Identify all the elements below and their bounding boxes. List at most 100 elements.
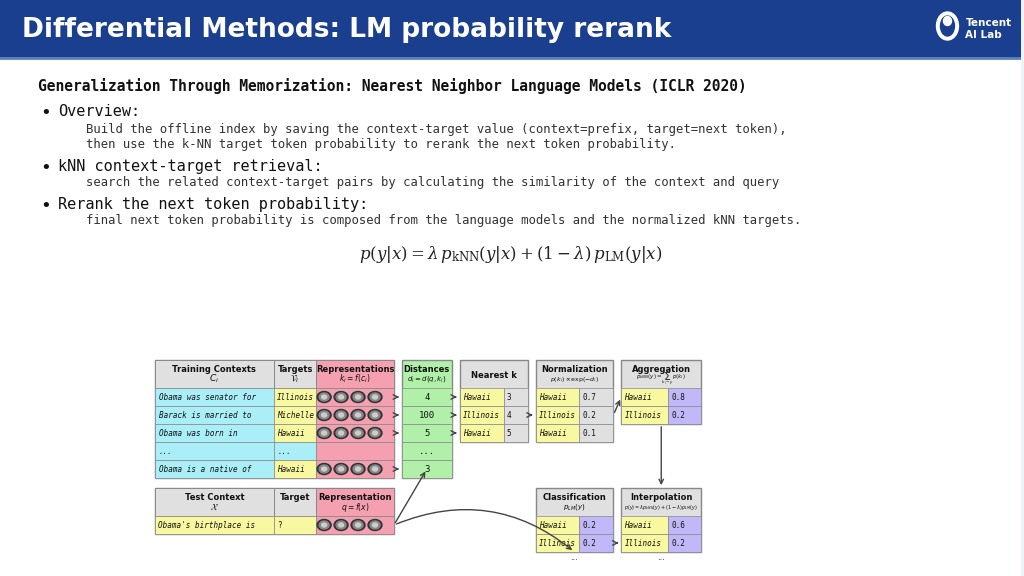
Text: $p(k_i) \propto \exp(-d_i)$: $p(k_i) \propto \exp(-d_i)$ bbox=[550, 374, 599, 384]
Bar bbox=[155, 388, 274, 406]
Bar bbox=[274, 388, 316, 406]
Ellipse shape bbox=[336, 411, 346, 419]
Bar bbox=[536, 516, 580, 534]
Text: ?: ? bbox=[278, 521, 282, 529]
Text: Hawaii: Hawaii bbox=[625, 521, 652, 529]
Ellipse shape bbox=[317, 410, 331, 420]
Text: Barack is married to: Barack is married to bbox=[159, 411, 251, 419]
Ellipse shape bbox=[319, 429, 329, 437]
Text: $k_i = f(c_i)$: $k_i = f(c_i)$ bbox=[339, 373, 371, 385]
Bar bbox=[155, 516, 274, 534]
Bar bbox=[274, 516, 316, 534]
Bar bbox=[504, 406, 527, 424]
Text: 0.6: 0.6 bbox=[671, 521, 685, 529]
Text: Target: Target bbox=[280, 492, 310, 502]
Ellipse shape bbox=[317, 392, 331, 403]
Text: $\mathcal{V}_i$: $\mathcal{V}_i$ bbox=[291, 373, 300, 385]
Ellipse shape bbox=[370, 465, 380, 473]
Bar bbox=[622, 406, 669, 424]
Bar bbox=[622, 534, 669, 552]
Bar bbox=[622, 388, 669, 406]
Bar bbox=[669, 388, 701, 406]
Text: 4: 4 bbox=[424, 392, 429, 401]
Text: Aggregation: Aggregation bbox=[632, 365, 691, 373]
Text: 3: 3 bbox=[507, 392, 511, 401]
Ellipse shape bbox=[322, 431, 327, 435]
Text: Test Context: Test Context bbox=[184, 492, 245, 502]
Text: 0.2: 0.2 bbox=[583, 539, 596, 548]
Bar bbox=[460, 388, 504, 406]
Bar bbox=[316, 460, 394, 478]
Bar bbox=[0, 58, 1021, 576]
Ellipse shape bbox=[368, 410, 382, 420]
Text: $p_{LM}(y)$: $p_{LM}(y)$ bbox=[563, 502, 586, 512]
Ellipse shape bbox=[353, 521, 364, 529]
Ellipse shape bbox=[373, 467, 378, 471]
Text: Hawaii: Hawaii bbox=[539, 429, 566, 438]
Ellipse shape bbox=[943, 17, 951, 25]
Bar bbox=[316, 516, 394, 534]
Bar bbox=[155, 360, 274, 388]
Text: ...: ... bbox=[159, 446, 172, 456]
Text: search the related context-target pairs by calculating the similarity of the con: search the related context-target pairs … bbox=[86, 176, 779, 189]
Ellipse shape bbox=[334, 410, 348, 420]
Text: $q = f(x)$: $q = f(x)$ bbox=[341, 501, 370, 513]
Ellipse shape bbox=[937, 12, 958, 40]
Text: Representation: Representation bbox=[318, 492, 392, 502]
Ellipse shape bbox=[355, 395, 360, 399]
Bar bbox=[536, 406, 580, 424]
Ellipse shape bbox=[322, 523, 327, 527]
Ellipse shape bbox=[334, 520, 348, 530]
Text: ...: ... bbox=[419, 446, 435, 456]
Text: Illinois: Illinois bbox=[278, 392, 314, 401]
Bar bbox=[622, 516, 669, 534]
Text: then use the k-NN target token probability to rerank the next token probability.: then use the k-NN target token probabili… bbox=[86, 138, 676, 151]
Ellipse shape bbox=[368, 464, 382, 475]
Text: $C_i$: $C_i$ bbox=[210, 373, 219, 385]
Ellipse shape bbox=[339, 431, 344, 435]
Text: Tencent: Tencent bbox=[966, 18, 1012, 28]
Text: 0.1: 0.1 bbox=[583, 429, 596, 438]
Bar bbox=[274, 488, 316, 516]
Bar bbox=[155, 442, 274, 460]
Bar bbox=[669, 516, 701, 534]
Bar bbox=[274, 442, 316, 460]
Ellipse shape bbox=[370, 411, 380, 419]
Bar bbox=[316, 406, 394, 424]
Ellipse shape bbox=[317, 464, 331, 475]
Ellipse shape bbox=[319, 465, 329, 473]
Bar bbox=[274, 406, 316, 424]
Bar bbox=[669, 406, 701, 424]
Ellipse shape bbox=[317, 427, 331, 438]
Ellipse shape bbox=[940, 16, 954, 36]
Text: •: • bbox=[40, 197, 50, 215]
Text: Hawaii: Hawaii bbox=[278, 429, 305, 438]
Ellipse shape bbox=[353, 393, 364, 401]
Text: Generalization Through Memorization: Nearest Neighbor Language Models (ICLR 2020: Generalization Through Memorization: Nea… bbox=[38, 78, 746, 94]
Text: Hawaii: Hawaii bbox=[539, 521, 566, 529]
Bar bbox=[0, 0, 1021, 58]
Bar bbox=[402, 360, 452, 478]
Text: Training Contexts: Training Contexts bbox=[172, 365, 256, 373]
Bar bbox=[460, 424, 504, 442]
Text: Hawaii: Hawaii bbox=[463, 392, 490, 401]
Bar bbox=[274, 460, 316, 478]
Text: 5: 5 bbox=[424, 429, 429, 438]
Bar bbox=[580, 388, 613, 406]
Text: Obama's birthplace is: Obama's birthplace is bbox=[158, 521, 255, 529]
Bar bbox=[536, 360, 613, 442]
Bar bbox=[536, 424, 580, 442]
Text: Targets: Targets bbox=[278, 365, 313, 373]
Bar bbox=[155, 460, 274, 478]
Bar bbox=[622, 360, 701, 424]
Bar bbox=[669, 534, 701, 552]
Text: Hawaii: Hawaii bbox=[463, 429, 490, 438]
Ellipse shape bbox=[351, 427, 365, 438]
Text: $p_{kNN}(y) = \sum_{k_i \sim y} p(k_i)$: $p_{kNN}(y) = \sum_{k_i \sim y} p(k_i)$ bbox=[636, 370, 686, 388]
Text: Obama was born in: Obama was born in bbox=[159, 429, 238, 438]
Text: Obama is a native of: Obama is a native of bbox=[159, 464, 251, 473]
Bar bbox=[536, 534, 580, 552]
Ellipse shape bbox=[373, 413, 378, 417]
Ellipse shape bbox=[351, 520, 365, 530]
Text: Illinois: Illinois bbox=[463, 411, 500, 419]
